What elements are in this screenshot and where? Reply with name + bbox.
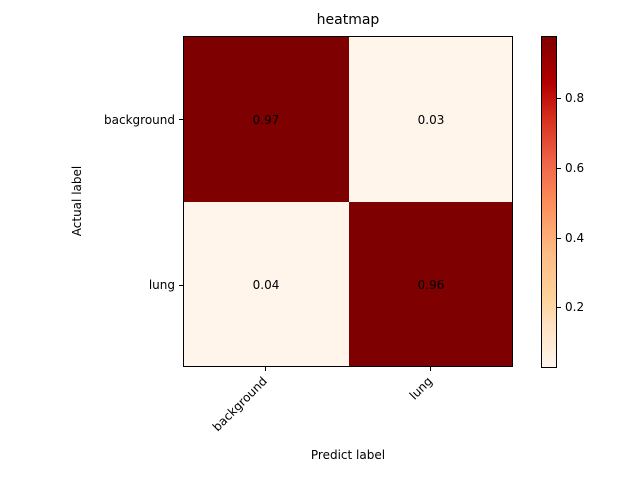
x-tick-label: background (209, 374, 270, 435)
colorbar-tick (557, 238, 561, 239)
colorbar-tick-label: 0.8 (565, 91, 585, 105)
cell-value: 0.03 (417, 113, 445, 127)
heatmap-plot-area: 0.97 0.03 0.04 0.96 (183, 36, 513, 367)
cell-value: 0.04 (252, 278, 280, 292)
cell-value: 0.96 (417, 278, 445, 292)
y-tick (179, 285, 183, 286)
x-tick (430, 367, 431, 371)
y-tick (179, 119, 183, 120)
y-tick-label: lung (148, 278, 175, 292)
colorbar-tick (557, 168, 561, 169)
colorbar-tick (557, 98, 561, 99)
y-tick-label: background (104, 113, 175, 127)
colorbar-tick (557, 307, 561, 308)
y-axis-label: Actual label (70, 165, 84, 237)
x-tick-label: lung (406, 374, 435, 403)
cell-background-background (184, 37, 349, 202)
colorbar-tick-label: 0.4 (565, 231, 585, 245)
colorbar (541, 36, 557, 368)
cell-background-lung (349, 37, 512, 202)
chart-title: heatmap (316, 12, 380, 28)
colorbar-tick-label: 0.6 (565, 161, 585, 175)
cell-lung-lung (349, 202, 512, 366)
colorbar-tick-label: 0.2 (565, 300, 585, 314)
cell-lung-background (184, 202, 349, 366)
x-tick (265, 367, 266, 371)
x-axis-label: Predict label (310, 448, 386, 462)
cell-value: 0.97 (252, 113, 280, 127)
